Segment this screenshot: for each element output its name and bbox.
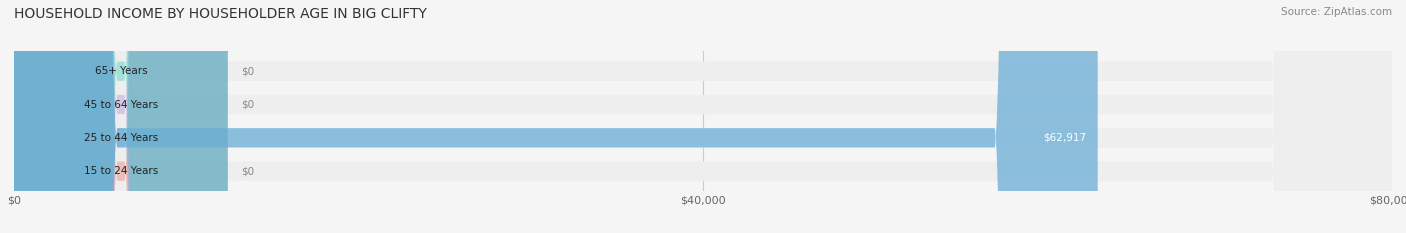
Text: HOUSEHOLD INCOME BY HOUSEHOLDER AGE IN BIG CLIFTY: HOUSEHOLD INCOME BY HOUSEHOLDER AGE IN B…: [14, 7, 427, 21]
Text: $0: $0: [242, 99, 254, 110]
FancyBboxPatch shape: [14, 0, 1392, 233]
Text: 15 to 24 Years: 15 to 24 Years: [84, 166, 157, 176]
Text: Source: ZipAtlas.com: Source: ZipAtlas.com: [1281, 7, 1392, 17]
Text: 45 to 64 Years: 45 to 64 Years: [84, 99, 157, 110]
FancyBboxPatch shape: [14, 0, 228, 233]
FancyBboxPatch shape: [14, 0, 1392, 233]
Text: $62,917: $62,917: [1043, 133, 1087, 143]
Text: 25 to 44 Years: 25 to 44 Years: [84, 133, 157, 143]
Text: 65+ Years: 65+ Years: [94, 66, 148, 76]
FancyBboxPatch shape: [14, 0, 228, 233]
Text: $0: $0: [242, 166, 254, 176]
FancyBboxPatch shape: [14, 0, 1392, 233]
FancyBboxPatch shape: [14, 0, 1392, 233]
Text: $0: $0: [242, 66, 254, 76]
FancyBboxPatch shape: [14, 0, 1098, 233]
FancyBboxPatch shape: [14, 0, 228, 233]
FancyBboxPatch shape: [14, 0, 228, 233]
